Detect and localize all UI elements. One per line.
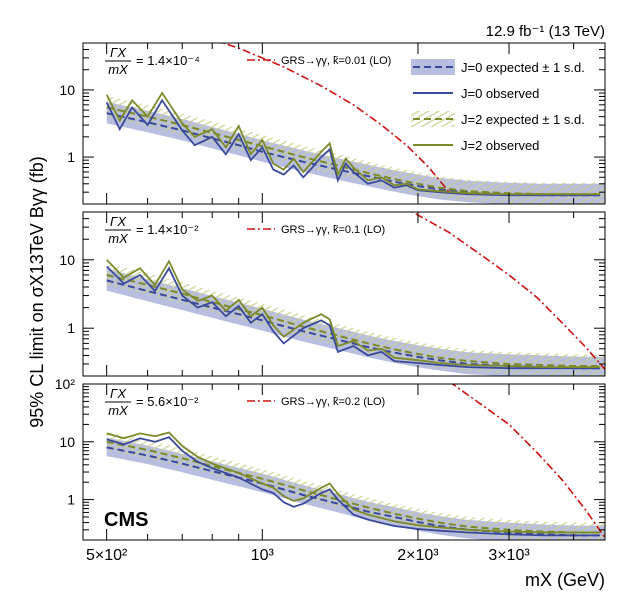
y-tick-label: 10² xyxy=(55,376,76,392)
width-label: ΓX mX = 1.4×10⁻² xyxy=(105,214,199,246)
y-tick-label: 10 xyxy=(59,434,75,450)
width-label: ΓX mX = 1.4×10⁻⁴ xyxy=(105,45,200,77)
y-tick-label: 1 xyxy=(67,149,75,165)
panel-medium-width: 1 10 ΓX mX = 1.4×10⁻² GRS→γγ, k̃=0.1 (LO) xyxy=(59,198,605,379)
x-axis-title: mX (GeV) xyxy=(525,570,605,590)
width-label-value: = 1.4×10⁻⁴ xyxy=(136,53,200,68)
width-label-numerator: ΓX xyxy=(110,386,127,401)
theory-legend-label: GRS→γγ, k̃=0.01 (LO) xyxy=(281,55,391,67)
theory-legend-label: GRS→γγ, k̃=0.2 (LO) xyxy=(281,396,385,408)
width-label-denominator: mX xyxy=(108,62,129,77)
x-tick-labels: 5×10² 10³ 2×10³ 3×10³ xyxy=(86,547,530,564)
experiment-label: CMS xyxy=(104,509,148,531)
width-label-numerator: ΓX xyxy=(110,45,127,60)
y-tick-label: 10 xyxy=(59,252,75,268)
legend: J=0 expected ± 1 s.d. J=0 observed J=2 e… xyxy=(411,59,585,153)
j2-observed-line xyxy=(107,433,600,533)
width-label-denominator: mX xyxy=(108,403,129,418)
cms-limit-figure: 12.9 fb⁻¹ (13 TeV) 1 10 ΓX mX = 1.4×10⁻⁴ GRS→… xyxy=(0,0,623,606)
lumi-label: 12.9 fb⁻¹ (13 TeV) xyxy=(486,23,605,40)
theory-curve xyxy=(449,382,605,538)
legend-label-j0-expected: J=0 expected ± 1 s.d. xyxy=(461,60,585,75)
y-tick-label: 1 xyxy=(67,492,75,508)
x-tick-label: 2×10³ xyxy=(397,547,439,564)
width-label-value: = 1.4×10⁻² xyxy=(136,222,199,237)
width-label-numerator: ΓX xyxy=(110,214,127,229)
y-tick-label: 10 xyxy=(59,82,75,98)
theory-legend-label: GRS→γγ, k̃=0.1 (LO) xyxy=(281,224,385,236)
x-tick-label: 10³ xyxy=(251,547,275,564)
width-label-denominator: mX xyxy=(108,231,129,246)
y-axis-title: 95% CL limit on σX13TeV Bγγ (fb) xyxy=(27,156,47,428)
width-label: ΓX mX = 5.6×10⁻² xyxy=(105,386,199,418)
x-tick-label: 3×10³ xyxy=(488,547,530,564)
x-tick-label: 5×10² xyxy=(86,547,128,564)
legend-label-j2-expected: J=2 expected ± 1 s.d. xyxy=(461,112,585,127)
j2-expected-band xyxy=(107,263,605,376)
y-tick-label: 1 xyxy=(67,320,75,336)
legend-label-j2-observed: J=2 observed xyxy=(461,138,539,153)
legend-label-j0-observed: J=0 observed xyxy=(461,86,539,101)
width-label-value: = 5.6×10⁻² xyxy=(136,394,199,409)
j2-expected-band xyxy=(107,432,605,541)
